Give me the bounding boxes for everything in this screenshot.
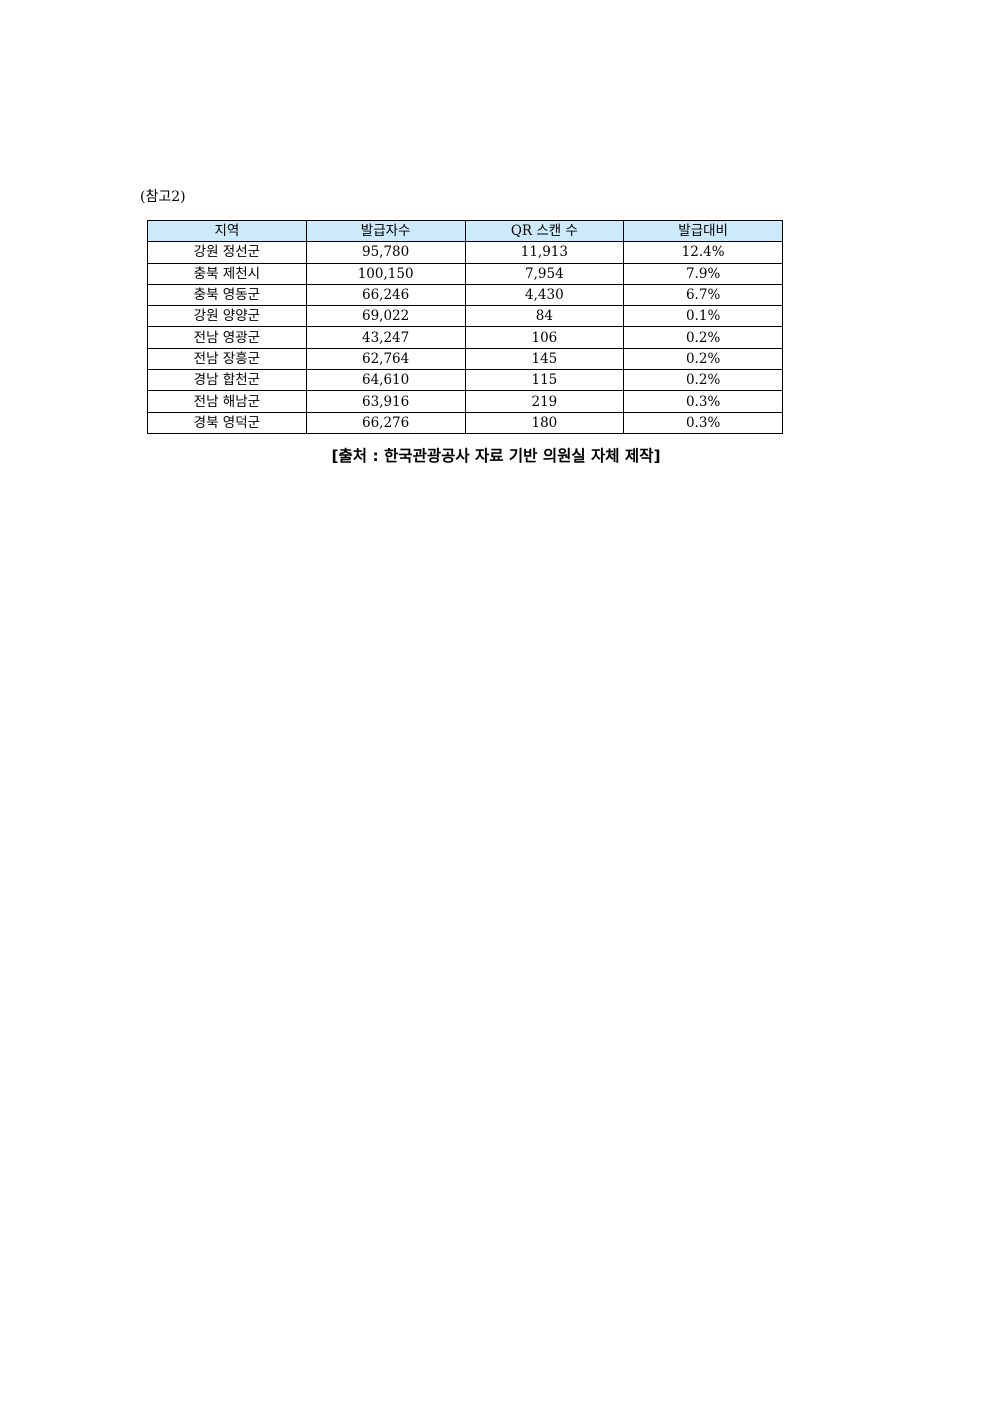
- column-header: 발급자수: [305, 219, 466, 243]
- table-cell: 4,430: [464, 283, 625, 307]
- table-cell: 84: [464, 305, 625, 328]
- table-row: 충북 제천시 100,150 7,954 7.9%: [147, 262, 783, 285]
- table-row: 강원 양양군 69,022 84 0.1%: [147, 305, 783, 328]
- column-header: 발급대비: [623, 219, 783, 243]
- table-cell: 43,247: [305, 326, 466, 349]
- table-row: 경남 합천군 64,610 115 0.2%: [147, 369, 783, 392]
- table-cell: 충북 영동군: [147, 283, 307, 307]
- table-row: 강원 정선군 95,780 11,913 12.4%: [147, 241, 783, 264]
- header-row: 지역 발급자수 QR 스캔 수 발급대비: [147, 219, 783, 243]
- table-cell: 0.3%: [623, 411, 783, 434]
- table-row: 전남 해남군 63,916 219 0.3%: [147, 390, 783, 413]
- table-cell: 11,913: [464, 241, 625, 264]
- table-cell: 219: [464, 390, 625, 413]
- table-cell: 0.2%: [623, 347, 783, 371]
- table-cell: 7,954: [464, 262, 625, 285]
- table-row: 전남 영광군 43,247 106 0.2%: [147, 326, 783, 349]
- table-cell: 69,022: [305, 305, 466, 328]
- column-header: QR 스캔 수: [464, 219, 625, 243]
- table-cell: 전남 해남군: [147, 390, 307, 413]
- table-row: 경북 영덕군 66,276 180 0.3%: [147, 411, 783, 434]
- table-cell: 145: [464, 347, 625, 371]
- table-cell: 180: [464, 411, 625, 434]
- table-cell: 경남 합천군: [147, 369, 307, 392]
- table-cell: 0.2%: [623, 326, 783, 349]
- table-cell: 0.1%: [623, 305, 783, 328]
- table-cell: 66,246: [305, 283, 466, 307]
- table-row: 전남 장흥군 62,764 145 0.2%: [147, 347, 783, 371]
- table-cell: 6.7%: [623, 283, 783, 307]
- table-cell: 강원 정선군: [147, 241, 307, 264]
- table-cell: 95,780: [305, 241, 466, 264]
- table-cell: 경북 영덕군: [147, 411, 307, 434]
- table-cell: 강원 양양군: [147, 305, 307, 328]
- table-cell: 100,150: [305, 262, 466, 285]
- table-cell: 0.3%: [623, 390, 783, 413]
- table-cell: 전남 장흥군: [147, 347, 307, 371]
- table-cell: 전남 영광군: [147, 326, 307, 349]
- reference-label: (참고2): [140, 189, 186, 205]
- column-header: 지역: [147, 219, 307, 243]
- table-cell: 충북 제천시: [147, 262, 307, 285]
- table-cell: 66,276: [305, 411, 466, 434]
- table-cell: 64,610: [305, 369, 466, 392]
- table-row: 충북 영동군 66,246 4,430 6.7%: [147, 283, 783, 307]
- table-cell: 7.9%: [623, 262, 783, 285]
- source-caption: [출처 : 한국관광공사 자료 기반 의원실 자체 제작]: [331, 447, 661, 465]
- data-table: 지역 발급자수 QR 스캔 수 발급대비 강원 정선군 95,780 11,913 12.4…: [147, 219, 783, 434]
- table-cell: 106: [464, 326, 625, 349]
- table-cell: 63,916: [305, 390, 466, 413]
- table-cell: 62,764: [305, 347, 466, 371]
- table-cell: 0.2%: [623, 369, 783, 392]
- table-cell: 115: [464, 369, 625, 392]
- table-cell: 12.4%: [623, 241, 783, 264]
